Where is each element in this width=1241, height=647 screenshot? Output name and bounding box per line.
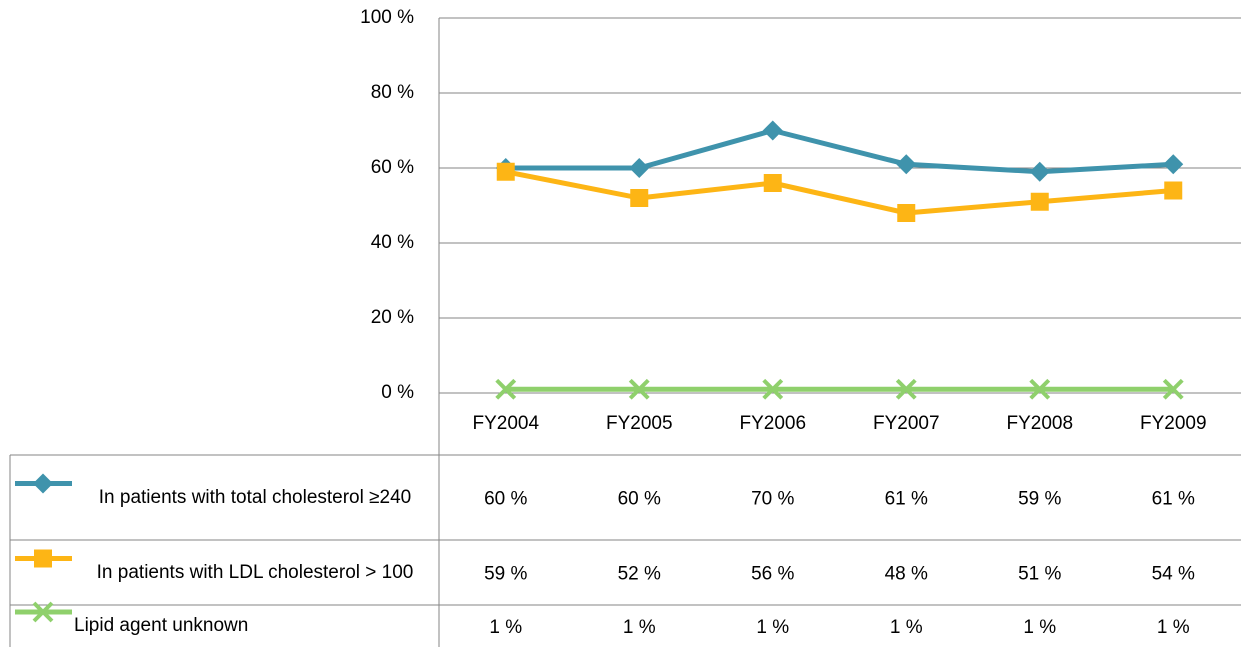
table-value: 1 % bbox=[1157, 617, 1190, 638]
point-marker bbox=[630, 189, 649, 207]
series-line bbox=[505, 128, 1174, 175]
table-value: 56 % bbox=[751, 564, 794, 585]
point-marker bbox=[629, 158, 650, 178]
legend-label: Lipid agent unknown bbox=[74, 615, 249, 636]
x-tick-label: FY2007 bbox=[873, 413, 940, 434]
x-tick-label: FY2006 bbox=[739, 413, 806, 434]
point-marker bbox=[1030, 192, 1049, 211]
legend-marker bbox=[34, 549, 52, 568]
table-value: 60 % bbox=[618, 489, 661, 510]
table-value: 48 % bbox=[885, 564, 928, 585]
point-marker bbox=[762, 378, 784, 400]
point-marker bbox=[1163, 154, 1184, 175]
legend-label: In patients with LDL cholesterol > 100 bbox=[96, 561, 414, 583]
x-tick-label: FY2005 bbox=[606, 413, 673, 434]
legend-label: In patients with total cholesterol ≥240 bbox=[98, 486, 412, 508]
y-tick-label: 20 % bbox=[371, 307, 414, 328]
point-marker bbox=[1164, 181, 1183, 200]
point-marker bbox=[896, 154, 917, 175]
point-marker bbox=[628, 378, 650, 400]
point-marker bbox=[763, 174, 782, 192]
point-marker bbox=[496, 162, 515, 181]
table-value: 61 % bbox=[885, 489, 928, 510]
table-value: 54 % bbox=[1152, 564, 1195, 585]
table-value: 61 % bbox=[1152, 489, 1195, 510]
table-value: 1 % bbox=[489, 617, 522, 638]
point-marker bbox=[1029, 161, 1050, 182]
table-value: 1 % bbox=[1023, 617, 1056, 638]
x-tick-label: FY2004 bbox=[472, 413, 539, 434]
y-tick-label: 60 % bbox=[371, 157, 414, 178]
table-value: 1 % bbox=[623, 617, 656, 638]
x-tick-label: FY2009 bbox=[1140, 413, 1207, 434]
table-value: 59 % bbox=[1018, 489, 1061, 510]
point-marker bbox=[762, 120, 783, 141]
table-value: 52 % bbox=[618, 564, 661, 585]
point-marker bbox=[1029, 378, 1051, 400]
point-marker bbox=[1162, 378, 1184, 400]
table-value: 59 % bbox=[484, 564, 527, 585]
y-tick-label: 40 % bbox=[371, 232, 414, 253]
legend-marker bbox=[33, 473, 53, 494]
table-value: 60 % bbox=[484, 489, 527, 510]
point-marker bbox=[495, 378, 517, 400]
y-tick-label: 0 % bbox=[381, 382, 414, 403]
table-value: 51 % bbox=[1018, 564, 1061, 585]
y-tick-label: 80 % bbox=[371, 82, 414, 103]
legend-marker bbox=[32, 601, 54, 623]
point-marker bbox=[897, 204, 916, 222]
table-value: 1 % bbox=[756, 617, 789, 638]
table-value: 1 % bbox=[890, 617, 923, 638]
table-value: 70 % bbox=[751, 489, 794, 510]
x-tick-label: FY2008 bbox=[1006, 413, 1073, 434]
y-tick-label: 100 % bbox=[360, 7, 414, 28]
series-line bbox=[505, 169, 1174, 216]
point-marker bbox=[895, 378, 917, 400]
